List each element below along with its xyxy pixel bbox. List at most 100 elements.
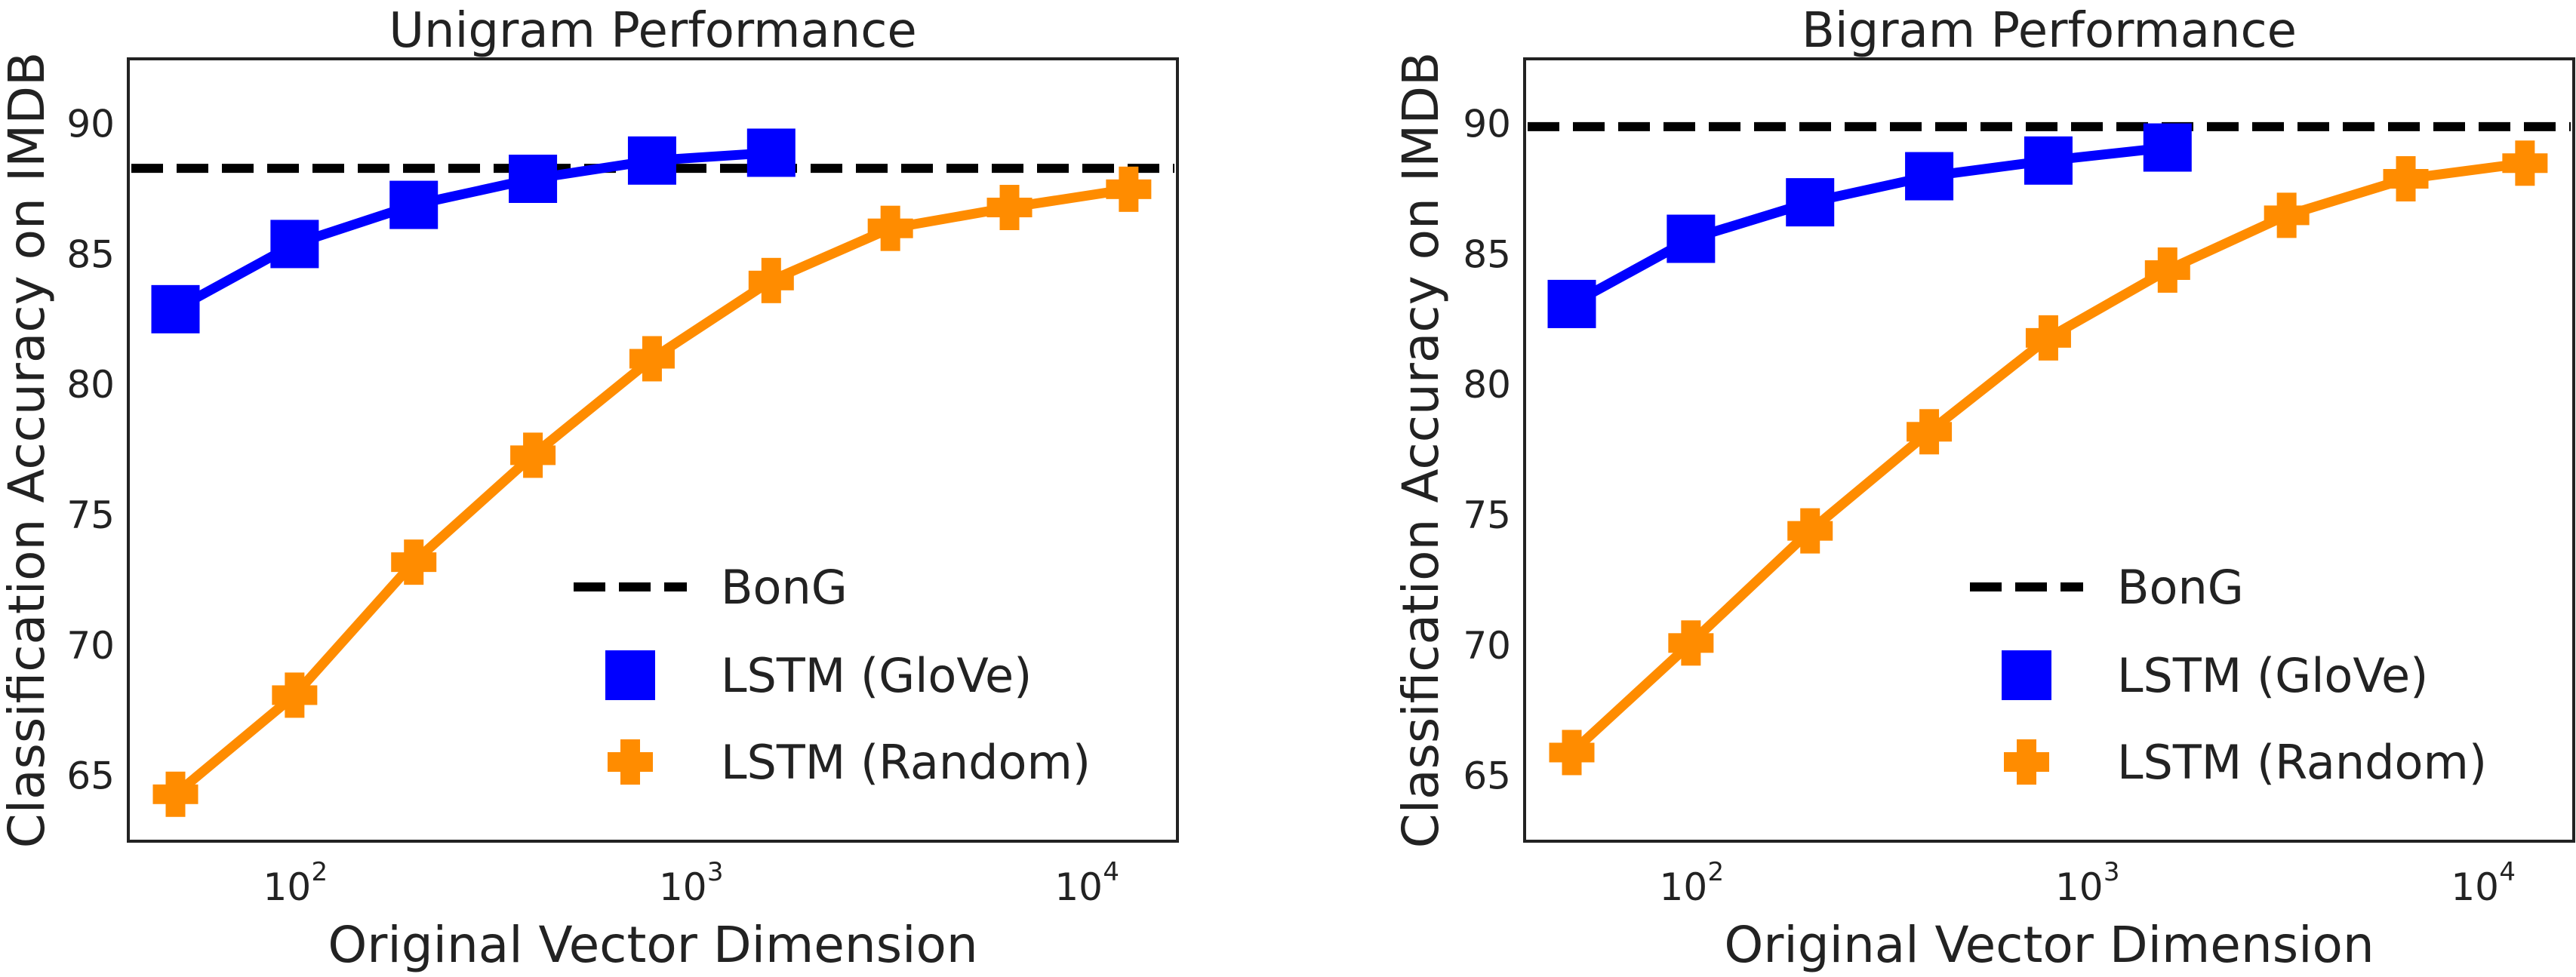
data-point — [2502, 140, 2548, 186]
data-point — [152, 771, 199, 817]
x-tick-base: 10 — [2055, 865, 2104, 909]
y-tick-label: 70 — [66, 624, 115, 668]
data-point — [2144, 247, 2190, 293]
plot-frame — [1523, 57, 2575, 843]
plus-bar-v — [2157, 247, 2177, 293]
data-point — [1786, 178, 1835, 227]
x-tick-label: 10 3 — [2055, 857, 2120, 909]
plot-frame — [127, 57, 1179, 843]
x-tick-label: 10 3 — [659, 857, 724, 909]
data-point — [272, 672, 318, 718]
data-point — [1667, 214, 1716, 263]
plus-bar-v — [1119, 166, 1139, 212]
x-tick-exp: 3 — [2104, 857, 2120, 887]
plus-bar-v — [165, 771, 186, 817]
data-point — [270, 220, 319, 269]
data-point — [2024, 136, 2073, 185]
y-tick-label: 75 — [66, 493, 115, 537]
plus-bar-v — [1800, 508, 1820, 554]
y-tick-label: 85 — [66, 232, 115, 276]
y-tick-label: 85 — [1463, 232, 1511, 276]
x-tick-exp: 2 — [1708, 857, 1725, 887]
series-lstm-random — [1549, 140, 2548, 776]
x-tick-label: 10 2 — [263, 857, 328, 909]
x-tick-exp: 4 — [1103, 857, 1119, 887]
legend-label: BonG — [721, 560, 848, 615]
y-tick-label: 80 — [1463, 363, 1511, 407]
x-axis-label: Original Vector Dimension — [1724, 916, 2374, 974]
legend-label: LSTM (Random) — [721, 735, 1091, 790]
x-tick-label: 10 4 — [2451, 857, 2516, 909]
plus-bar-v — [2276, 192, 2297, 238]
x-tick-exp: 4 — [2499, 857, 2516, 887]
series-line — [171, 184, 1134, 800]
plus-bar-v — [620, 739, 640, 785]
y-tick-label: 90 — [66, 102, 115, 146]
data-point — [509, 155, 558, 204]
data-point — [1787, 508, 1833, 554]
data-point — [510, 432, 556, 478]
data-point — [986, 185, 1033, 231]
series-line — [171, 147, 777, 315]
plus-bar-v — [1919, 409, 1940, 455]
x-tick-label: 10 4 — [1054, 857, 1119, 909]
legend-label: LSTM (Random) — [2117, 735, 2487, 790]
data-point — [627, 136, 676, 185]
legend-item: BonG — [1970, 560, 2244, 615]
x-tick-base: 10 — [1660, 865, 1708, 909]
y-tick-label: 65 — [1463, 754, 1511, 798]
legend-swatch-plus — [2004, 739, 2049, 785]
plus-bar-v — [1681, 620, 1701, 666]
x-tick-base: 10 — [263, 865, 312, 909]
plus-bar-v — [2396, 156, 2416, 202]
data-point — [1905, 152, 1954, 201]
data-point — [391, 539, 437, 585]
legend-label: LSTM (GloVe) — [721, 648, 1032, 703]
x-axis-label: Original Vector Dimension — [328, 916, 977, 974]
x-tick-exp: 2 — [312, 857, 328, 887]
data-point — [1907, 409, 1953, 455]
plus-bar-v — [404, 539, 424, 585]
data-point — [2025, 315, 2071, 361]
legend-label: LSTM (GloVe) — [2117, 648, 2428, 703]
legend: BonG LSTM (GloVe) LSTM (Random) — [574, 560, 1091, 790]
data-point — [746, 128, 796, 177]
legend-swatch-square — [605, 650, 655, 700]
y-tick-label: 90 — [1463, 102, 1511, 146]
series-lstm-random — [152, 166, 1152, 817]
y-axis-label: Classification Accuracy on IMDB — [1392, 52, 1450, 849]
data-point — [151, 284, 200, 333]
data-point — [1549, 730, 1595, 776]
legend-swatch-plus — [608, 739, 653, 785]
data-point — [1106, 166, 1152, 212]
plus-bar-v — [999, 185, 1020, 231]
x-tick-label: 10 2 — [1660, 857, 1725, 909]
legend-item: BonG — [574, 560, 848, 615]
data-point — [867, 205, 913, 251]
data-point — [2383, 156, 2429, 202]
plus-bar-v — [761, 257, 781, 303]
data-point — [1668, 620, 1714, 666]
y-axis-label: Classification Accuracy on IMDB — [0, 52, 56, 849]
legend-item: LSTM (GloVe) — [2002, 648, 2428, 703]
data-point — [748, 257, 794, 303]
y-tick-label: 65 — [66, 754, 115, 798]
y-tick-label: 80 — [66, 363, 115, 407]
x-tick-base: 10 — [659, 865, 707, 909]
series-lstm-glove — [151, 128, 796, 333]
x-tick-base: 10 — [1054, 865, 1103, 909]
legend-label: BonG — [2117, 560, 2244, 615]
chart-title: Unigram Performance — [389, 3, 917, 59]
x-tick-base: 10 — [2451, 865, 2499, 909]
x-tick-exp: 3 — [707, 857, 724, 887]
plus-bar-v — [285, 672, 305, 718]
data-point — [629, 336, 675, 382]
y-tick-label: 75 — [1463, 493, 1511, 537]
plus-bar-v — [2017, 739, 2036, 785]
y-tick-label: 70 — [1463, 624, 1511, 668]
plus-bar-v — [1562, 730, 1582, 776]
plus-bar-v — [2515, 140, 2535, 186]
chart-title: Bigram Performance — [1802, 3, 2297, 59]
